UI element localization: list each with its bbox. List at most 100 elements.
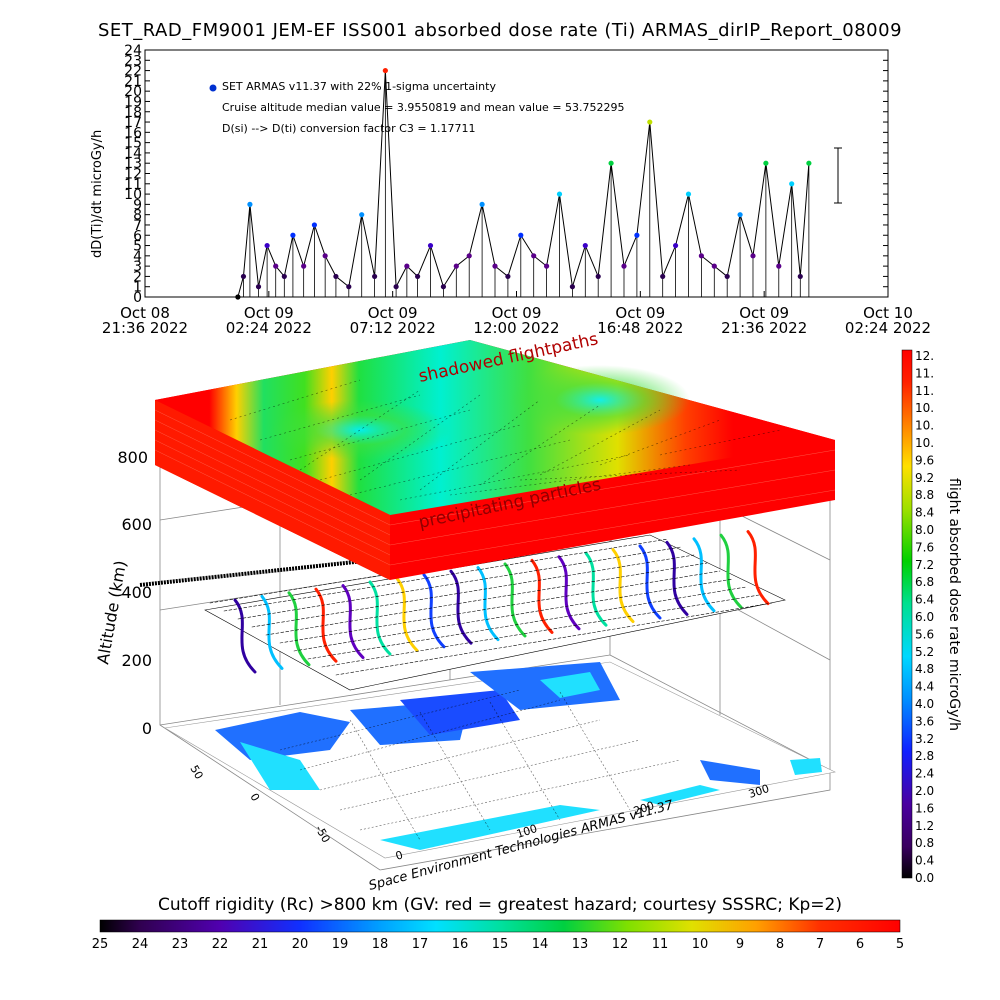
orbit-grid-line xyxy=(265,562,708,636)
data-point xyxy=(492,263,498,269)
colorbar-tick-label: 8.8 xyxy=(915,488,934,502)
data-point xyxy=(466,253,472,259)
colorbar-tick-label: 15 xyxy=(492,937,509,952)
z-tick-label: 400 xyxy=(121,583,152,602)
x-tick-time: 07:12 2022 xyxy=(349,319,436,337)
colorbar-tick-label: 8 xyxy=(776,937,784,952)
data-point xyxy=(247,201,253,207)
data-point xyxy=(806,160,812,166)
y-tick-label: 12 xyxy=(124,167,142,183)
series-line xyxy=(237,70,810,298)
z-tick-label: 200 xyxy=(121,651,152,670)
data-point xyxy=(634,232,640,238)
legend-line-1: SET ARMAS v11.37 with 22% 1-sigma uncert… xyxy=(222,80,496,93)
orbit-grid-line xyxy=(279,570,721,644)
x-tick-time: 21:36 2022 xyxy=(721,319,808,337)
data-point xyxy=(290,232,296,238)
radiation-layer xyxy=(154,340,836,580)
y-tick-label: 14 xyxy=(124,146,142,162)
colorbar-tick-label: 18 xyxy=(372,937,389,952)
y-tick-label: 17 xyxy=(124,115,142,131)
colorbar-tick-label: 0.4 xyxy=(915,854,934,868)
orbit-track xyxy=(638,544,662,620)
data-point xyxy=(264,242,270,249)
orbit-track xyxy=(719,533,743,609)
orbit-track xyxy=(287,591,311,667)
data-point xyxy=(647,119,653,125)
x-tick-date: Oct 09 xyxy=(739,304,790,322)
data-point xyxy=(505,273,511,280)
data-point xyxy=(346,284,352,290)
y-tick-label: 7 xyxy=(133,218,142,234)
data-point xyxy=(711,263,717,269)
orbit-track xyxy=(395,576,419,652)
colorbar-tick-label: 9 xyxy=(736,937,744,952)
z-tick-label: 800 xyxy=(117,448,148,467)
orbit-grid-line xyxy=(307,586,747,660)
data-point xyxy=(415,273,421,280)
colorbar-tick-label: 17 xyxy=(412,937,429,952)
colorbar-tick-label: 4.0 xyxy=(915,697,934,711)
lon-tick-label: 0 xyxy=(394,848,405,863)
data-point xyxy=(621,263,627,269)
orbit-track xyxy=(314,587,338,663)
y-axis-label: dD(Ti)/dt microGy/h xyxy=(90,129,105,258)
colorbar-tick-label: 5 xyxy=(896,937,904,952)
data-point xyxy=(763,160,769,166)
colorbar-tick-label: 16 xyxy=(452,937,469,952)
y-tick-label: 3 xyxy=(133,259,142,275)
y-tick-label: 19 xyxy=(124,94,142,110)
y-tick-label: 6 xyxy=(133,228,142,244)
colorbar-tick-label: 7.6 xyxy=(915,540,934,554)
colorbar-tick-label: 1.2 xyxy=(915,819,934,833)
colorbar-tick-label: 12 xyxy=(612,937,629,952)
lon-tick-label: 300 xyxy=(747,782,771,801)
data-point xyxy=(797,273,803,280)
orbit-grid-line xyxy=(321,594,760,668)
y-tick-label: 22 xyxy=(124,64,142,80)
colorbar-tick-label: 6.4 xyxy=(915,593,934,607)
lat-tick-label: -50 xyxy=(312,823,332,845)
y-tick-label: 23 xyxy=(124,53,142,69)
data-point xyxy=(427,242,434,249)
colorbar-tick-label: 2.8 xyxy=(915,749,934,763)
orbit-grid-line xyxy=(251,554,695,628)
data-point xyxy=(404,263,410,269)
data-point xyxy=(698,253,704,259)
lat-tick-label: 50 xyxy=(187,763,205,782)
colorbar-tick-label: 7 xyxy=(816,937,824,952)
colorbar-tick-label: 20 xyxy=(292,937,309,952)
y-tick-label: 16 xyxy=(124,125,142,141)
x-tick-label: Oct 09 16:48 2022 xyxy=(580,306,700,336)
orbit-track xyxy=(692,537,716,613)
data-point xyxy=(660,273,666,280)
data-point xyxy=(393,284,399,290)
data-point xyxy=(301,263,307,269)
colorbar-tick-label: 5.6 xyxy=(915,627,934,641)
lon-tick-label: 200 xyxy=(632,799,656,818)
y-tick-label: 5 xyxy=(133,239,142,255)
colorbar-tick-label: 14 xyxy=(532,937,549,952)
x-tick-time: 12:00 2022 xyxy=(473,319,560,337)
colorbar-tick-label: 10. xyxy=(915,401,934,415)
y-tick-label: 13 xyxy=(124,156,142,172)
x-tick-label: Oct 09 02:24 2022 xyxy=(209,306,329,336)
colorbar-tick-label: 11. xyxy=(915,384,934,398)
orbit-track xyxy=(341,584,365,660)
orbit-track xyxy=(503,562,527,638)
x-tick-date: Oct 08 xyxy=(120,304,170,322)
orbit-track xyxy=(233,598,257,674)
colorbar-tick-label: 7.2 xyxy=(915,558,934,572)
lon-tick-label: 100 xyxy=(515,822,539,841)
y-tick-label: 11 xyxy=(124,177,142,193)
altitude-axis: 800 600 400 200 0 Altitude (km) xyxy=(93,448,152,738)
orbit-track xyxy=(449,569,473,645)
y-tick-label: 4 xyxy=(133,249,142,265)
data-point xyxy=(750,253,756,259)
lat-tick-label: 0 xyxy=(247,791,262,804)
y-tick-label: 21 xyxy=(124,74,142,90)
x-tick-date: Oct 10 xyxy=(863,304,913,322)
orbit-track xyxy=(530,558,554,634)
z-tick-label: 0 xyxy=(142,719,152,738)
